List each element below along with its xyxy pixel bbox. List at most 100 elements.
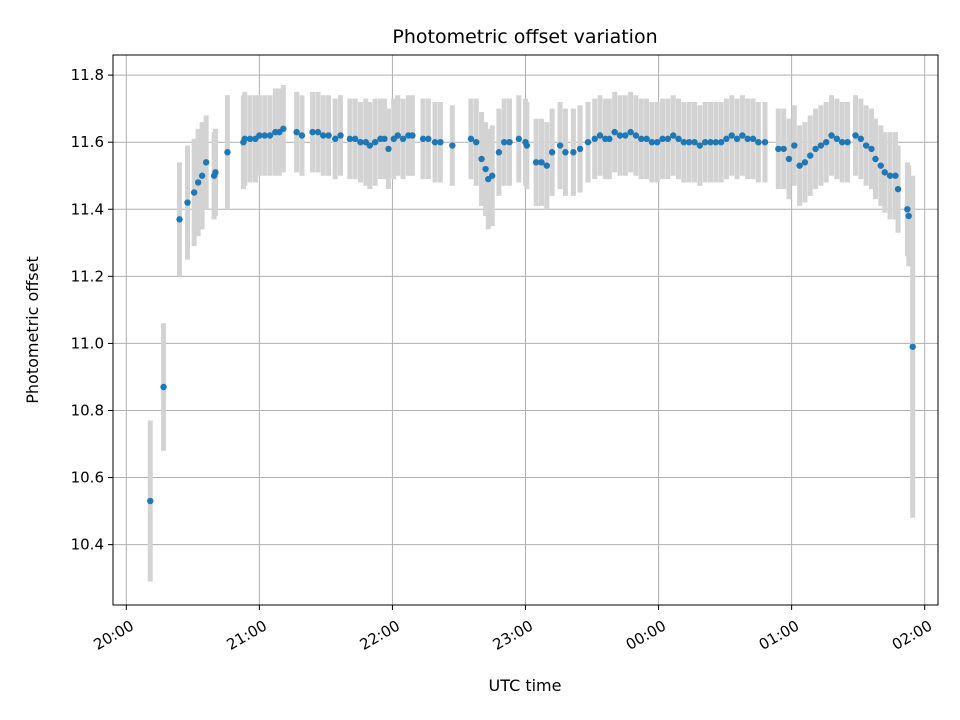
data-point [515, 135, 523, 143]
data-point [723, 135, 730, 143]
data-point [872, 155, 879, 163]
data-point [224, 149, 231, 156]
data-point [701, 138, 709, 146]
data-point [320, 132, 327, 139]
y-axis-title: Photometric offset [23, 256, 42, 404]
data-point [685, 138, 693, 146]
data-point [817, 142, 825, 149]
data-point [202, 159, 210, 166]
data-point [371, 138, 379, 146]
data-point [744, 135, 751, 143]
data-point [670, 132, 677, 139]
y-tick-label: 10.6 [71, 469, 104, 487]
data-point [538, 159, 545, 166]
data-point [523, 142, 531, 149]
data-point [325, 132, 332, 139]
data-point [449, 142, 456, 149]
x-tick-label: 02:00 [889, 617, 935, 654]
data-point [394, 132, 401, 139]
data-point [696, 142, 704, 149]
data-point [801, 159, 809, 166]
data-point [707, 138, 714, 146]
data-point [807, 152, 814, 159]
data-point [478, 155, 485, 163]
x-tick-label: 01:00 [756, 617, 802, 654]
data-point [346, 135, 354, 143]
data-point [791, 142, 798, 149]
data-point [246, 135, 254, 143]
data-point [381, 135, 388, 143]
data-point [425, 135, 432, 143]
y-tick-label: 11.0 [71, 334, 104, 352]
y-tick-label: 10.8 [71, 401, 104, 419]
data-point [664, 135, 672, 143]
data-point [761, 138, 769, 146]
data-points [147, 125, 916, 505]
data-point [314, 128, 322, 136]
data-point [298, 132, 306, 139]
data-point [712, 138, 719, 146]
data-point [733, 135, 741, 143]
data-point [293, 128, 300, 136]
data-point [596, 132, 604, 139]
data-point [556, 142, 564, 149]
data-point [828, 132, 835, 139]
y-axis: 10.4 10.6 10.8 11.0 11.2 11.4 11.6 11.8 [71, 66, 113, 554]
data-point [616, 132, 624, 139]
x-axis: 20:00 21:00 22:00 23:00 00:00 01:00 02:00 [90, 605, 935, 654]
data-point [611, 128, 618, 136]
data-point [780, 145, 787, 153]
data-point [659, 135, 666, 143]
data-point [160, 383, 167, 391]
data-point [833, 135, 841, 143]
data-point [868, 145, 875, 153]
data-point [184, 199, 191, 206]
data-point [606, 135, 613, 143]
data-point [838, 138, 846, 146]
data-point [877, 162, 884, 169]
data-point [755, 138, 762, 146]
data-point [190, 189, 198, 196]
data-point [506, 138, 513, 146]
data-point [409, 132, 416, 139]
data-point [739, 132, 746, 139]
x-tick-label: 20:00 [90, 617, 136, 654]
data-point [194, 179, 202, 186]
chart-title: Photometric offset variation [392, 26, 657, 48]
data-point [775, 145, 782, 153]
y-tick-label: 11.2 [71, 267, 104, 285]
data-point [844, 138, 851, 146]
data-point [366, 142, 374, 149]
data-point [892, 172, 899, 179]
data-point [495, 149, 503, 156]
data-point [691, 138, 698, 146]
data-point [570, 149, 577, 156]
data-point [680, 138, 688, 146]
data-point [332, 135, 339, 143]
data-point [823, 138, 830, 146]
data-point [261, 132, 268, 139]
data-point [648, 138, 656, 146]
data-point [437, 138, 444, 146]
y-tick-label: 11.6 [71, 133, 104, 151]
data-point [785, 155, 793, 163]
x-tick-label: 22:00 [357, 617, 403, 654]
data-point [309, 128, 316, 136]
data-point [749, 135, 757, 143]
data-point [904, 206, 911, 213]
data-point [857, 135, 865, 143]
data-point [909, 343, 916, 350]
data-point [643, 135, 650, 143]
data-point [399, 135, 407, 143]
data-point [862, 142, 870, 149]
data-point [489, 172, 496, 179]
data-point [562, 149, 569, 156]
y-tick-label: 11.8 [71, 66, 104, 84]
data-point [796, 162, 803, 169]
data-point [501, 138, 508, 146]
data-point [654, 138, 661, 146]
data-point [385, 145, 392, 153]
data-point [591, 135, 598, 143]
data-point [881, 169, 888, 176]
